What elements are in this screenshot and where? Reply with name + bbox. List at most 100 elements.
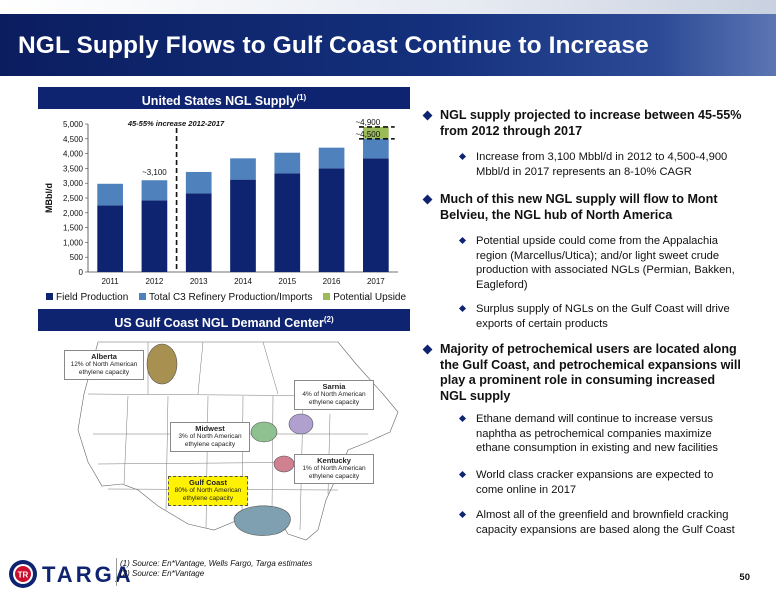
legend-item-field: Field Production (46, 292, 128, 303)
state-line-5 (271, 395, 274, 513)
bar-2012-series-0 (141, 200, 168, 272)
x-tick-label: 2014 (234, 277, 252, 286)
state-line-2 (165, 395, 169, 511)
bullet-2: Increase from 3,100 Mbbl/d in 2012 to 4,… (456, 150, 742, 179)
bar-2013-series-0 (185, 193, 212, 272)
logo-mark-text: TR (18, 571, 29, 580)
y-tick-label: 2,500 (63, 194, 84, 203)
legend-label-upside: Potential Upside (333, 292, 407, 303)
sarnia-desc: 4% of North American ethylene capacity (302, 391, 366, 406)
bullet-diamond-icon (458, 414, 467, 423)
map-label-sarnia: Sarnia 4% of North American ethylene capa… (294, 380, 374, 410)
bullet-1-text: NGL supply projected to increase between… (440, 108, 742, 138)
alberta-region (146, 343, 178, 385)
bullet-6-text: Majority of petrochemical users are loca… (440, 342, 741, 403)
ngl-supply-chart-svg: 0 500 1,000 1,500 2,000 2,500 3,000 3,500 4,000 4… (44, 118, 398, 286)
chart-legend: Field Production Total C3 Refinery Produ… (46, 292, 414, 303)
slide-title: NGL Supply Flows to Gulf Coast Continue … (18, 32, 649, 59)
bar-2015-series-0 (274, 173, 301, 272)
footer: TR TARGA (1) Source: En*Vantage, Wells F… (0, 556, 776, 600)
bullet-diamond-icon (458, 152, 467, 161)
map-label-kentucky: Kentucky 1% of North American ethylene ca… (294, 454, 374, 484)
bullet-9: Almost all of the greenfield and brownfi… (456, 508, 742, 537)
legend-label-c3: Total C3 Refinery Production/Imports (149, 292, 313, 303)
bullet-diamond-icon (458, 304, 467, 313)
bar-2017-series-0 (363, 158, 389, 272)
bar-2017-series-2 (363, 126, 389, 139)
bullet-diamond-icon (458, 236, 467, 245)
bullet-diamond-icon (458, 510, 467, 519)
bullet-2-text: Increase from 3,100 Mbbl/d in 2012 to 4,… (476, 151, 728, 178)
bar-2016-series-0 (318, 168, 345, 272)
state-line-3 (205, 395, 209, 529)
map-label-gulf-coast: Gulf Coast 80% of North American ethylene… (168, 476, 248, 506)
kentucky-desc: 1% of North American ethylene capacity (302, 465, 366, 480)
bar-2015-series-1 (274, 152, 301, 174)
gulf-coast-region (233, 505, 291, 536)
demand-section-header: US Gulf Coast NGL Demand Center(2) (38, 309, 410, 331)
x-tick-label: 2013 (190, 277, 208, 286)
bullet-5-text: Surplus supply of NGLs on the Gulf Coast… (476, 303, 730, 330)
range-annotation: 45-55% increase 2012-2017 (127, 119, 225, 128)
ngl-supply-chart: 0 500 1,000 1,500 2,000 2,500 3,000 3,500 4,000 4… (38, 112, 410, 308)
bullet-1: NGL supply projected to increase between… (422, 108, 742, 139)
alberta-desc: 12% of North American ethylene capacity (70, 361, 138, 376)
y-tick-label: 1,500 (63, 224, 84, 233)
legend-item-c3: Total C3 Refinery Production/Imports (139, 292, 312, 303)
legend-label-field: Field Production (56, 292, 129, 303)
title-bar: NGL Supply Flows to Gulf Coast Continue … (0, 14, 776, 76)
bullet-diamond-icon (458, 470, 467, 479)
y-tick-label: 3,500 (63, 164, 84, 173)
sources: (1) Source: En*Vantage, Wells Fargo, Tar… (120, 559, 312, 579)
y-axis-title: MBbl/d (44, 183, 54, 213)
x-tick-label: 2017 (367, 277, 385, 286)
bar-2011-series-0 (97, 205, 123, 272)
y-tick-label: 5,000 (63, 120, 84, 129)
y-tick-label: 4,000 (63, 150, 84, 159)
map-label-alberta: Alberta 12% of North American ethylene ca… (64, 350, 144, 380)
x-tick-label: 2015 (278, 277, 296, 286)
bar-2014-series-0 (230, 179, 256, 272)
y-tick-label: 0 (79, 268, 84, 277)
kentucky-region (273, 455, 295, 473)
bullet-6: Majority of petrochemical users are loca… (422, 342, 742, 404)
supply-section-header: United States NGL Supply(1) (38, 87, 410, 109)
sarnia-name: Sarnia (322, 382, 346, 391)
map-label-midwest: Midwest 3% of North American ethylene cap… (170, 422, 250, 452)
bullet-diamond-icon (422, 194, 433, 205)
bar-2014-series-1 (230, 158, 256, 180)
gulf-coast-name: Gulf Coast (189, 478, 227, 487)
bullet-9-text: Almost all of the greenfield and brownfi… (476, 509, 735, 536)
gulf-coast-desc: 80% of North American ethylene capacity (174, 487, 242, 502)
bar-2013-series-1 (185, 171, 212, 194)
annotation-2017-low: ~4,500 (356, 130, 381, 139)
annotation-2012: ~3,100 (142, 168, 167, 177)
y-tick-label: 1,000 (63, 238, 84, 247)
y-tick-label: 2,000 (63, 209, 84, 218)
province-line-3 (262, 341, 279, 395)
top-stripe (0, 0, 776, 14)
footer-divider (116, 558, 117, 586)
x-tick-label: 2011 (102, 277, 120, 286)
x-tick-label: 2012 (146, 277, 164, 286)
y-tick-label: 4,500 (63, 135, 84, 144)
state-line-1 (123, 395, 129, 485)
legend-swatch-field (46, 293, 53, 300)
bar-2012-series-1 (141, 180, 168, 201)
bullet-diamond-icon (422, 344, 433, 355)
supply-section-footnote: (1) (296, 93, 307, 102)
alberta-name: Alberta (91, 352, 117, 361)
bullet-3: Much of this new NGL supply will flow to… (422, 192, 742, 223)
bar-2011-series-1 (97, 183, 123, 206)
bullet-3-text: Much of this new NGL supply will flow to… (440, 192, 718, 222)
logo-wordmark: TARGA (42, 562, 134, 587)
y-tick-label: 3,000 (63, 179, 84, 188)
kentucky-name: Kentucky (317, 456, 351, 465)
bullet-7: Ethane demand will continue to increase … (456, 412, 742, 456)
midwest-desc: 3% of North American ethylene capacity (178, 433, 242, 448)
midwest-region (250, 421, 278, 443)
province-line-2 (197, 341, 204, 395)
x-tick-label: 2016 (323, 277, 341, 286)
source-1: (1) Source: En*Vantage, Wells Fargo, Tar… (120, 559, 313, 568)
bullet-4: Potential upside could come from the App… (456, 234, 742, 292)
